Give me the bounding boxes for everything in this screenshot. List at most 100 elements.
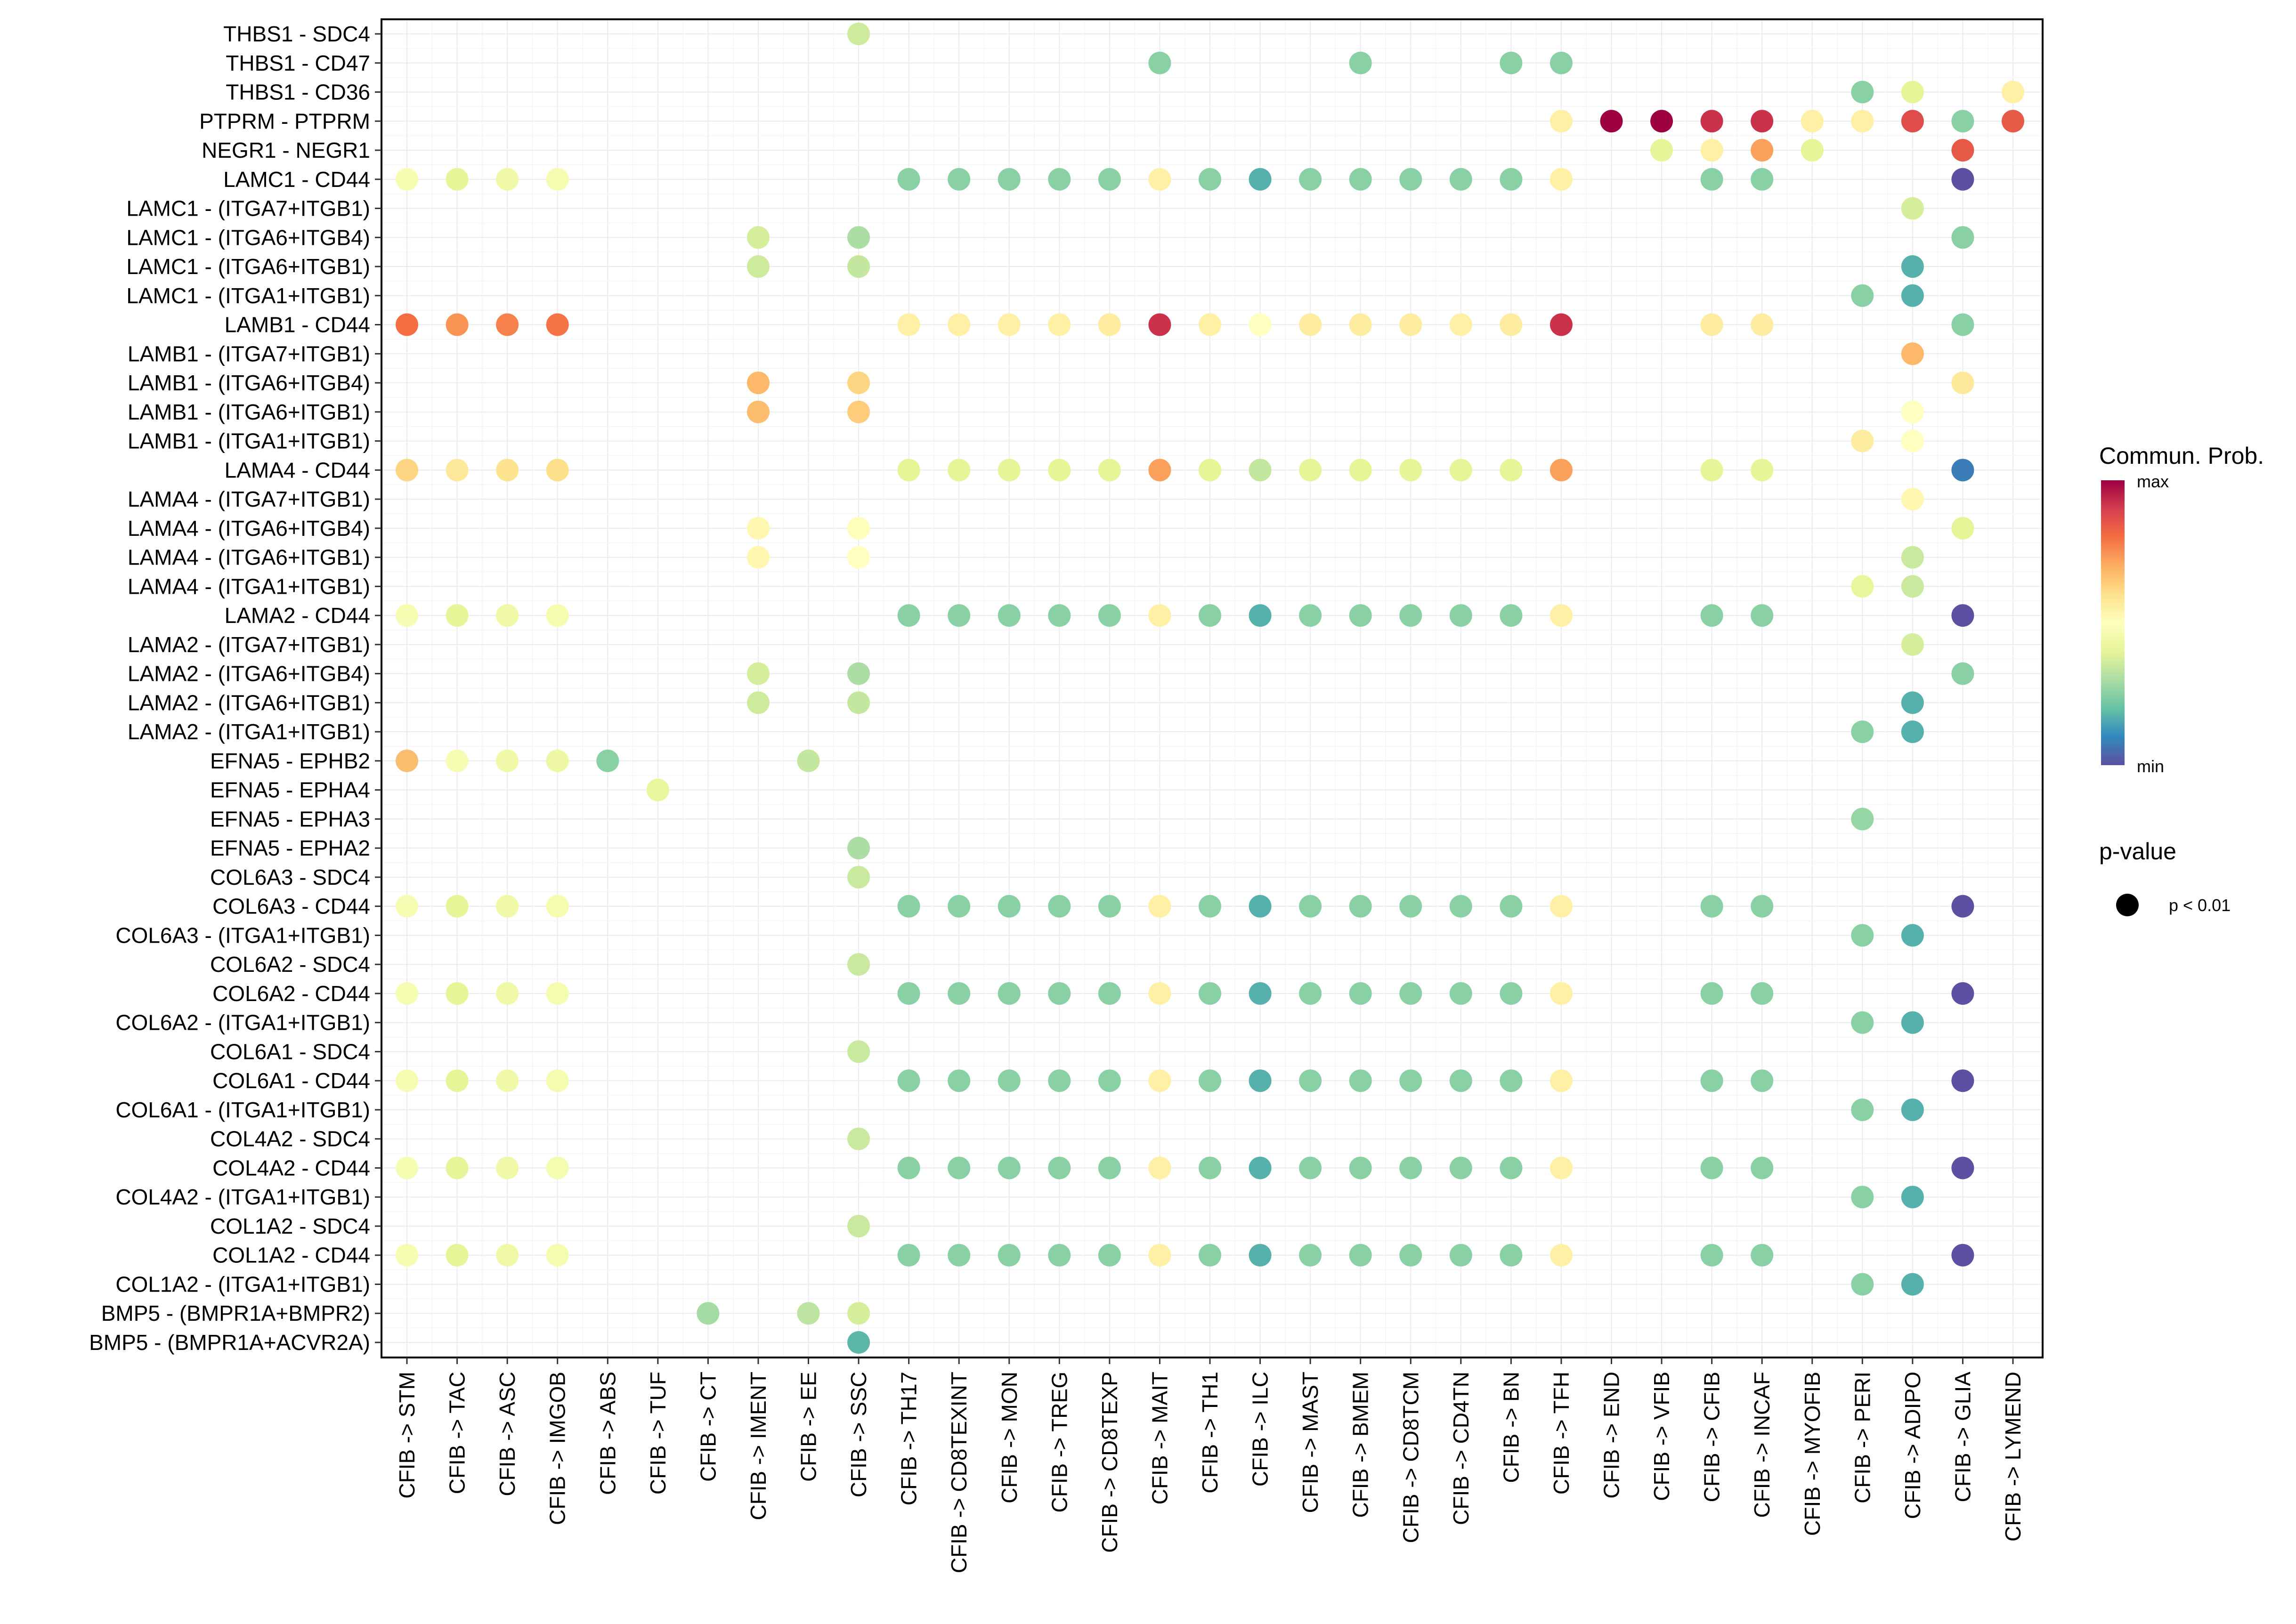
y-tick-label: COL1A2 - SDC4: [210, 1214, 370, 1238]
data-point: [1299, 1156, 1322, 1180]
data-point: [1700, 1156, 1723, 1180]
y-tick-label: EFNA5 - EPHA2: [210, 836, 370, 860]
data-point: [1299, 459, 1322, 482]
data-point: [1650, 139, 1673, 162]
data-point: [1700, 313, 1723, 336]
y-tick-label: LAMA2 - (ITGA6+ITGB4): [128, 662, 370, 686]
data-point: [746, 691, 770, 714]
data-point: [1901, 691, 1924, 714]
data-point: [1751, 1069, 1774, 1092]
data-point: [1249, 604, 1272, 627]
data-point: [1700, 110, 1723, 133]
colorbar-min-label: min: [2137, 757, 2164, 776]
data-point: [998, 313, 1021, 336]
data-point: [1700, 139, 1723, 162]
data-point: [546, 1156, 569, 1180]
data-point: [1249, 168, 1272, 191]
data-point: [1951, 459, 1974, 482]
y-tick-label: LAMB1 - (ITGA6+ITGB4): [128, 371, 370, 395]
x-tick-label: CFIB -> ABS: [595, 1372, 620, 1495]
x-tick-label: CFIB -> TFH: [1549, 1372, 1574, 1495]
data-point: [847, 517, 870, 540]
y-tick-label: COL6A2 - SDC4: [210, 952, 370, 977]
y-axis: THBS1 - SDC4 THBS1 - CD47 THBS1 - CD36 PTPR…: [89, 22, 381, 1355]
y-tick-label: LAMA4 - (ITGA6+ITGB4): [128, 516, 370, 541]
y-tick-label: NEGR1 - NEGR1: [202, 138, 370, 162]
data-point: [897, 168, 920, 191]
y-tick-label: THBS1 - SDC4: [223, 22, 370, 46]
data-point: [1098, 1156, 1121, 1180]
data-point: [496, 749, 519, 772]
data-point: [396, 313, 418, 336]
y-tick-label: COL6A2 - (ITGA1+ITGB1): [115, 1010, 370, 1035]
plot-panel-border: [381, 18, 2044, 1358]
data-point: [496, 168, 519, 191]
data-point: [646, 778, 669, 801]
data-point: [1851, 1273, 1874, 1296]
gridlines: [381, 19, 2043, 1357]
data-point: [1199, 459, 1221, 482]
data-point: [746, 662, 770, 685]
x-tick-label: CFIB -> SSC: [846, 1372, 871, 1497]
y-tick-label: EFNA5 - EPHA4: [210, 778, 370, 802]
data-point: [1550, 1156, 1573, 1180]
data-point: [847, 953, 870, 976]
data-point: [1199, 604, 1221, 627]
data-point: [1700, 895, 1723, 918]
data-point: [1700, 1244, 1723, 1267]
y-tick-label: EFNA5 - EPHB2: [210, 749, 370, 773]
x-tick-label: CFIB -> BMEM: [1348, 1372, 1373, 1518]
y-tick-label: LAMB1 - (ITGA7+ITGB1): [128, 341, 370, 366]
data-point: [446, 982, 469, 1005]
data-point: [847, 546, 870, 569]
data-point: [1951, 517, 1974, 540]
data-point: [1449, 604, 1472, 627]
data-point: [1098, 313, 1121, 336]
data-point: [1550, 110, 1573, 133]
data-point: [897, 459, 920, 482]
data-point: [1299, 604, 1322, 627]
data-point: [1550, 895, 1573, 918]
data-point: [1951, 226, 1974, 249]
data-point: [897, 1244, 920, 1267]
data-point: [1249, 982, 1272, 1005]
data-point: [1751, 459, 1774, 482]
data-point: [1199, 313, 1221, 336]
data-point: [1851, 1186, 1874, 1209]
data-point: [1901, 1011, 1924, 1034]
data-point: [1951, 895, 1974, 918]
data-point: [1500, 313, 1523, 336]
y-tick-label: LAMB1 - (ITGA6+ITGB1): [128, 400, 370, 424]
data-point: [1048, 1069, 1071, 1092]
data-point: [1299, 982, 1322, 1005]
data-point: [1449, 313, 1472, 336]
data-point: [496, 1244, 519, 1267]
data-point: [1249, 459, 1272, 482]
y-tick-label: LAMB1 - (ITGA1+ITGB1): [128, 429, 370, 453]
y-tick-label: COL4A2 - (ITGA1+ITGB1): [115, 1185, 370, 1209]
data-point: [546, 982, 569, 1005]
data-point: [1098, 1069, 1121, 1092]
data-point: [1399, 982, 1422, 1005]
data-point: [1199, 1244, 1221, 1267]
data-point: [948, 1069, 971, 1092]
data-point: [948, 1156, 971, 1180]
data-point: [847, 372, 870, 395]
data-point: [396, 1069, 418, 1092]
data-point: [1249, 1244, 1272, 1267]
data-point: [1449, 168, 1472, 191]
data-point: [1199, 982, 1221, 1005]
y-tick-label: COL6A1 - SDC4: [210, 1039, 370, 1064]
data-point: [847, 1127, 870, 1150]
data-point: [1600, 110, 1623, 133]
data-point: [1148, 604, 1171, 627]
data-point: [1901, 720, 1924, 743]
data-point: [396, 895, 418, 918]
data-point: [446, 895, 469, 918]
data-point: [948, 168, 971, 191]
y-tick-label: LAMA4 - CD44: [225, 458, 370, 482]
data-point: [1449, 1069, 1472, 1092]
data-point: [1299, 1069, 1322, 1092]
data-point: [1349, 313, 1372, 336]
data-point: [847, 662, 870, 685]
